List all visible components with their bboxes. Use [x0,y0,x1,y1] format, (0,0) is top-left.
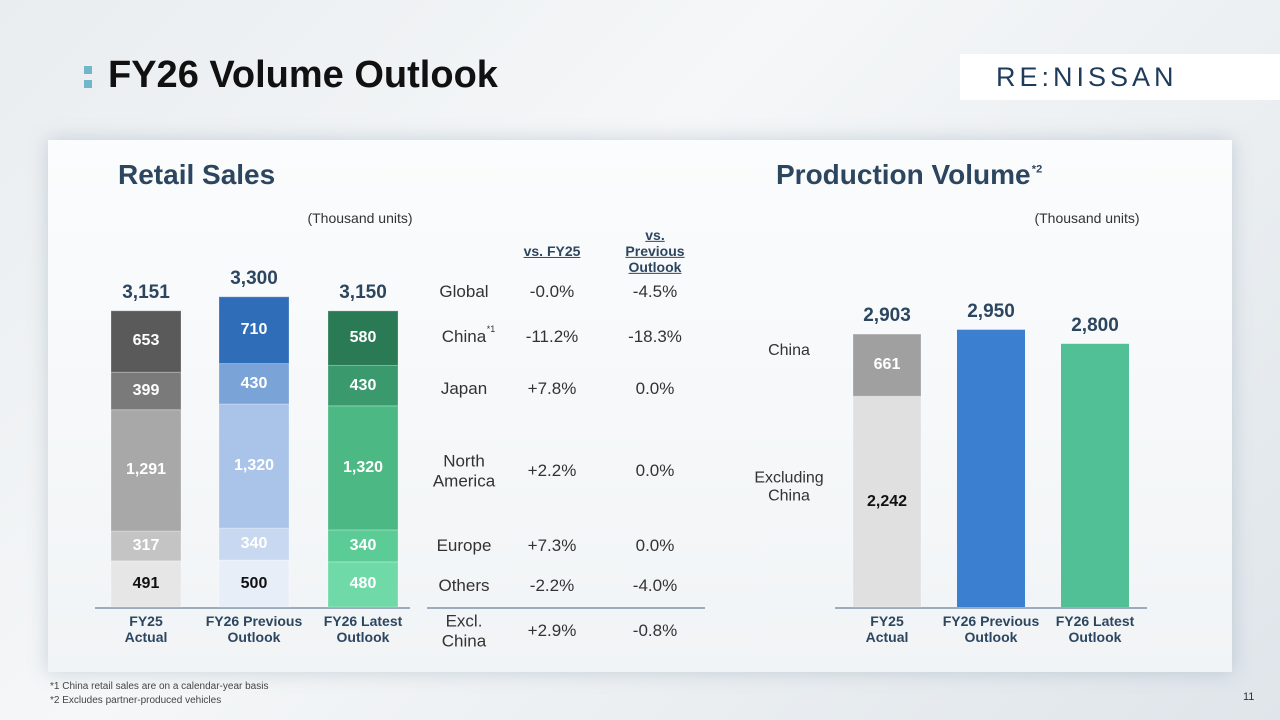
bar-segment [218,559,290,608]
footnote: *2 Excludes partner-produced vehicles [50,695,222,706]
segment-label: 1,291 [125,461,167,479]
unit-label: (Thousand units) [1034,209,1140,226]
bar-segment [327,310,399,366]
segment-label: 500 [240,574,268,592]
bar-segment [852,395,922,608]
cell: -0.0% [529,282,575,302]
column-header: vs. Previous Outlook [625,226,685,276]
segment-label: 1,320 [342,458,384,476]
total-label: 2,903 [863,305,911,327]
row-label: Japan [440,379,488,399]
total-label: 2,950 [967,300,1015,322]
row-label: North America [432,451,496,490]
x-tick-label: FY25 Actual [865,612,909,645]
bar-segment [218,527,290,561]
cell: -11.2% [525,327,579,347]
segment-label: 491 [132,574,160,592]
bar [1061,343,1129,607]
cell: -0.8% [632,621,678,641]
column-header: vs. FY25 [523,242,581,259]
bar-segment [218,363,290,405]
segment-label: 399 [132,381,160,399]
bar-segment [327,529,399,563]
cell: -18.3% [628,327,682,347]
segment-label: 317 [132,536,160,554]
cell: -4.5% [632,282,678,302]
title-marker [84,66,92,74]
bar-segment [218,403,290,529]
segment-label: 340 [240,534,268,552]
cell: +7.3% [527,536,577,556]
total-label: 3,150 [339,281,387,303]
bar [957,329,1025,607]
cell: 0.0% [635,379,675,399]
segment-label: 430 [349,376,377,394]
segment-label: 653 [132,332,160,350]
row-note: *1 [486,323,496,334]
slide-title: FY26 Volume Outlook [108,54,498,96]
logo: RE:NISSAN [996,62,1178,92]
chart-title: Production Volume [776,158,1031,190]
series-label: China [768,341,810,359]
cell: -2.2% [529,576,575,596]
bar-segment [327,405,399,531]
cell: -4.0% [632,576,678,596]
logo-band [960,54,1280,100]
total-label: 3,151 [122,281,170,303]
total-label: 3,300 [230,267,278,289]
x-tick-label: FY26 Latest Outlook [1055,612,1135,645]
chart-title: Retail Sales [118,158,276,190]
row-label: China [441,327,487,347]
row-label: Excl. China [441,611,487,650]
x-tick-label: FY26 Latest Outlook [323,612,403,645]
cell: 0.0% [635,461,675,481]
unit-label: (Thousand units) [307,209,413,226]
segment-label: 1,320 [233,456,275,474]
bar-segment [110,560,182,608]
title-note: *2 [1031,163,1043,176]
page-number: 11 [1243,691,1255,703]
row-label: Others [438,576,490,596]
cell: 0.0% [635,536,675,556]
title-marker [84,80,92,88]
cell: +2.9% [527,621,577,641]
x-tick-label: FY26 Previous Outlook [942,612,1040,645]
x-tick-label: FY26 Previous Outlook [205,612,303,645]
footnote: *1 China retail sales are on a calendar-… [50,681,269,692]
segment-label: 340 [349,536,377,554]
bar-segment [852,333,922,397]
cell: +7.8% [527,379,577,399]
bar-segment [218,296,290,365]
total-label: 2,800 [1071,314,1119,336]
row-label: Europe [436,536,492,556]
segment-label: 430 [240,374,268,392]
bar-segment [327,364,399,407]
bar-segment [327,561,399,608]
segment-label: 480 [349,575,377,593]
x-tick-label: FY25 Actual [124,612,168,645]
series-label: Excluding China [754,469,824,505]
segment-label: 661 [873,355,901,373]
bar-segment [110,310,182,373]
row-label: Global [439,282,489,302]
cell: +2.2% [527,461,577,481]
segment-label: 580 [349,328,377,346]
segment-label: 2,242 [866,492,908,510]
segment-label: 710 [240,320,268,338]
